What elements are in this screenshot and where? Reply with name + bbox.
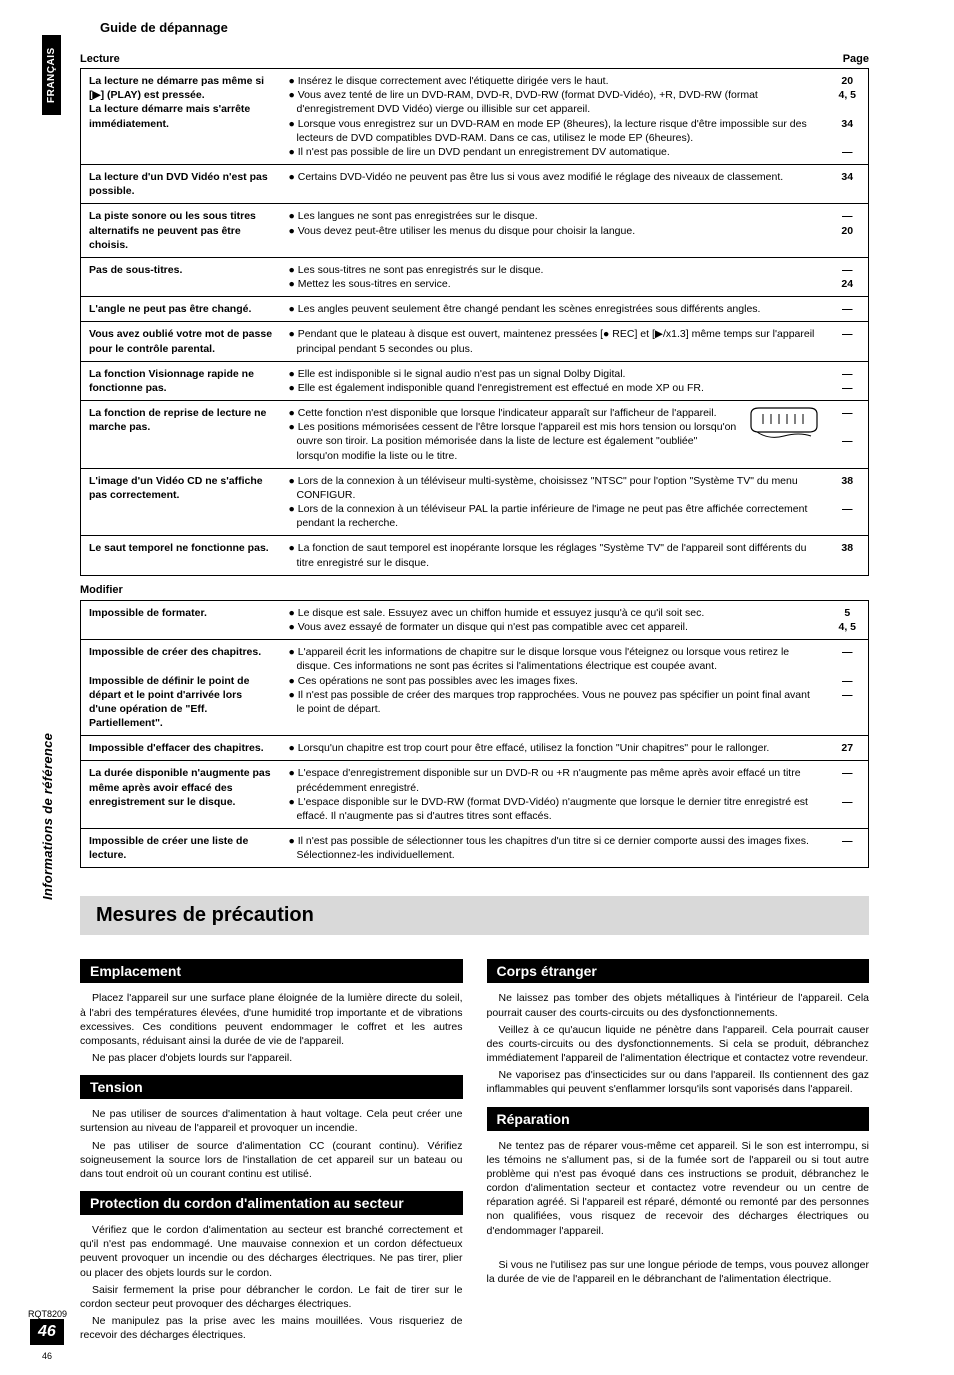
solution-cell: ● Certains DVD-Vidéo ne peuvent pas être… [281, 165, 827, 204]
mesures-heading-box: Mesures de précaution [80, 896, 869, 935]
problem-cell: La piste sonore ou les sous titres alter… [81, 204, 281, 258]
page-ref-cell: — [827, 322, 869, 361]
solution-cell: ● Le disque est sale. Essuyez avec un ch… [281, 600, 827, 639]
guide-title: Guide de dépannage [100, 20, 869, 35]
precaution-heading: Emplacement [80, 959, 463, 983]
page-ref-cell: — — [827, 401, 869, 469]
solution-cell: ● Les angles peuvent seulement être chan… [281, 297, 827, 322]
problem-cell: La durée disponible n'augmente pas même … [81, 761, 281, 829]
table-row: L'image d'un Vidéo CD ne s'affiche pas c… [81, 468, 869, 536]
precaution-heading: Tension [80, 1075, 463, 1099]
mesures-title: Mesures de précaution [96, 904, 853, 927]
solution-cell: ● Lorsqu'un chapitre est trop court pour… [281, 736, 827, 761]
page-ref-cell: 54, 5 [827, 600, 869, 639]
table-row: Le saut temporel ne fonctionne pas.● La … [81, 536, 869, 575]
page-ref-cell: — [827, 297, 869, 322]
solution-cell: ● L'espace d'enregistrement disponible s… [281, 761, 827, 829]
problem-cell: La lecture d'un DVD Vidéo n'est pas poss… [81, 165, 281, 204]
page-ref-cell: 38 [827, 536, 869, 575]
page-ref-cell: —24 [827, 257, 869, 296]
problem-cell: La fonction Visionnage rapide ne fonctio… [81, 361, 281, 400]
table-row: La lecture d'un DVD Vidéo n'est pas poss… [81, 165, 869, 204]
solution-cell: ● Insérez le disque correctement avec l'… [281, 69, 827, 165]
right-column: Corps étranger Ne laissez pas tomber des … [487, 949, 870, 1345]
page-ref-cell: 204, 5 34 — [827, 69, 869, 165]
lecture-table: La lecture ne démarre pas même si [▶] (P… [80, 68, 869, 576]
page-ref-cell: — —— [827, 640, 869, 736]
modifier-table: Impossible de formater.● Le disque est s… [80, 600, 869, 869]
solution-cell: ● Pendant que le plateau à disque est ou… [281, 322, 827, 361]
table-row: Pas de sous-titres.● Les sous-titres ne … [81, 257, 869, 296]
precaution-heading: Protection du cordon d'alimentation au s… [80, 1191, 463, 1215]
problem-cell: Impossible de formater. [81, 600, 281, 639]
precaution-body: Ne pas utiliser de sources d'alimentatio… [80, 1107, 463, 1181]
precaution-heading: Réparation [487, 1107, 870, 1131]
table-row: Impossible de créer des chapitres.Imposs… [81, 640, 869, 736]
solution-cell: ● La fonction de saut temporel est inopé… [281, 536, 827, 575]
table-row: Impossible de créer une liste de lecture… [81, 829, 869, 868]
table-row: Impossible d'effacer des chapitres.● Lor… [81, 736, 869, 761]
page-col-label: Page [843, 53, 869, 65]
problem-cell: Impossible de créer des chapitres.Imposs… [81, 640, 281, 736]
table-row: La piste sonore ou les sous titres alter… [81, 204, 869, 258]
modifier-label: Modifier [80, 584, 869, 596]
table-row: L'angle ne peut pas être changé.● Les an… [81, 297, 869, 322]
solution-cell: ● Les langues ne sont pas enregistrées s… [281, 204, 827, 258]
page-ref-cell: 38 — [827, 468, 869, 536]
lecture-label: Lecture [80, 53, 120, 65]
problem-cell: La lecture ne démarre pas même si [▶] (P… [81, 69, 281, 165]
problem-cell: Pas de sous-titres. [81, 257, 281, 296]
problem-cell: L'image d'un Vidéo CD ne s'affiche pas c… [81, 468, 281, 536]
page-ref-cell: —20 [827, 204, 869, 258]
precaution-body: Placez l'appareil sur une surface plane … [80, 991, 463, 1065]
precaution-heading: Corps étranger [487, 959, 870, 983]
page-ref-cell: — [827, 829, 869, 868]
precaution-body: Ne tentez pas de réparer vous-même cet a… [487, 1139, 870, 1287]
solution-cell: ● L'appareil écrit les informations de c… [281, 640, 827, 736]
problem-cell: L'angle ne peut pas être changé. [81, 297, 281, 322]
solution-cell: ● Elle est indisponible si le signal aud… [281, 361, 827, 400]
table-row: Impossible de formater.● Le disque est s… [81, 600, 869, 639]
table-row: La fonction Visionnage rapide ne fonctio… [81, 361, 869, 400]
problem-cell: La fonction de reprise de lecture ne mar… [81, 401, 281, 469]
problem-cell: Le saut temporel ne fonctionne pas. [81, 536, 281, 575]
solution-cell: ● Cette fonction n'est disponible que lo… [281, 401, 827, 469]
problem-cell: Impossible de créer une liste de lecture… [81, 829, 281, 868]
table-row: Vous avez oublié votre mot de passe pour… [81, 322, 869, 361]
page-ref-cell: 27 [827, 736, 869, 761]
precaution-body: Vérifiez que le cordon d'alimentation au… [80, 1223, 463, 1342]
problem-cell: Vous avez oublié votre mot de passe pour… [81, 322, 281, 361]
page-ref-cell: —— [827, 361, 869, 400]
table-row: La fonction de reprise de lecture ne mar… [81, 401, 869, 469]
table-row: La durée disponible n'augmente pas même … [81, 761, 869, 829]
page-ref-cell: 34 [827, 165, 869, 204]
page-ref-cell: — — [827, 761, 869, 829]
problem-cell: Impossible d'effacer des chapitres. [81, 736, 281, 761]
solution-cell: ● Il n'est pas possible de sélectionner … [281, 829, 827, 868]
table-row: La lecture ne démarre pas même si [▶] (P… [81, 69, 869, 165]
left-column: Emplacement Placez l'appareil sur une sur… [80, 949, 463, 1345]
solution-cell: ● Les sous-titres ne sont pas enregistré… [281, 257, 827, 296]
precaution-body: Ne laissez pas tomber des objets métalli… [487, 991, 870, 1096]
vfd-display-icon [749, 406, 819, 440]
solution-cell: ● Lors de la connexion à un téléviseur m… [281, 468, 827, 536]
